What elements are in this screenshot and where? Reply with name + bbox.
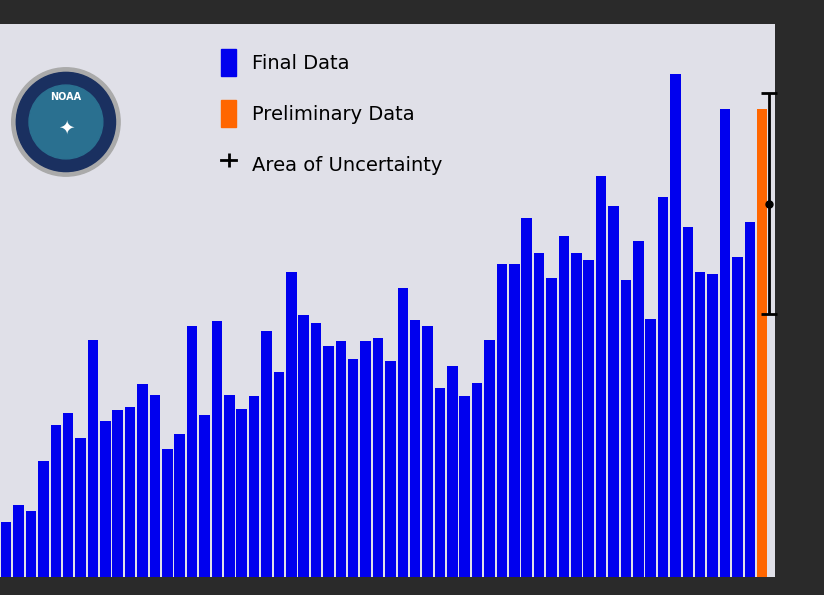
- Circle shape: [16, 73, 115, 171]
- Bar: [323, 346, 334, 577]
- Bar: [286, 273, 297, 577]
- Bar: [274, 372, 284, 577]
- Bar: [199, 415, 210, 577]
- Circle shape: [29, 85, 103, 159]
- Bar: [571, 253, 582, 577]
- Bar: [311, 323, 321, 577]
- Bar: [460, 396, 470, 577]
- Bar: [100, 421, 110, 577]
- Bar: [620, 280, 631, 577]
- Bar: [534, 253, 545, 577]
- Bar: [682, 227, 693, 577]
- Bar: [447, 366, 457, 577]
- Bar: [397, 288, 408, 577]
- Bar: [87, 340, 98, 577]
- Bar: [298, 315, 309, 577]
- Bar: [695, 272, 705, 577]
- Bar: [583, 259, 594, 577]
- Bar: [670, 74, 681, 577]
- Bar: [187, 327, 198, 577]
- Bar: [175, 434, 185, 577]
- Bar: [509, 264, 520, 577]
- Bar: [125, 407, 135, 577]
- Bar: [645, 319, 656, 577]
- Bar: [1, 522, 12, 577]
- Bar: [212, 321, 222, 577]
- Bar: [261, 331, 272, 577]
- Bar: [138, 384, 147, 577]
- Bar: [63, 413, 73, 577]
- Bar: [422, 326, 433, 577]
- Legend: Final Data, Preliminary Data, Area of Uncertainty: Final Data, Preliminary Data, Area of Un…: [211, 39, 452, 187]
- Bar: [360, 342, 371, 577]
- Bar: [335, 342, 346, 577]
- Bar: [596, 176, 606, 577]
- Bar: [112, 410, 123, 577]
- Bar: [485, 340, 494, 577]
- Bar: [249, 396, 260, 577]
- Bar: [732, 257, 742, 577]
- Bar: [224, 394, 235, 577]
- Bar: [559, 236, 569, 577]
- Bar: [608, 206, 619, 577]
- Bar: [757, 109, 767, 577]
- Bar: [13, 505, 24, 577]
- Bar: [150, 395, 160, 577]
- Bar: [658, 197, 668, 577]
- Bar: [472, 383, 482, 577]
- Bar: [75, 438, 86, 577]
- Text: NOAA: NOAA: [50, 92, 82, 102]
- Bar: [50, 425, 61, 577]
- Bar: [348, 359, 358, 577]
- Bar: [435, 388, 445, 577]
- Bar: [745, 223, 755, 577]
- Bar: [546, 278, 557, 577]
- Bar: [719, 109, 730, 577]
- Bar: [497, 264, 508, 577]
- Circle shape: [12, 68, 120, 176]
- Bar: [707, 274, 718, 577]
- Bar: [38, 461, 49, 577]
- Bar: [162, 449, 172, 577]
- Bar: [236, 409, 247, 577]
- Bar: [633, 241, 644, 577]
- Bar: [522, 218, 532, 577]
- Bar: [372, 337, 383, 577]
- Bar: [385, 361, 396, 577]
- Text: ✦: ✦: [58, 118, 74, 137]
- Bar: [26, 511, 36, 577]
- Bar: [410, 320, 420, 577]
